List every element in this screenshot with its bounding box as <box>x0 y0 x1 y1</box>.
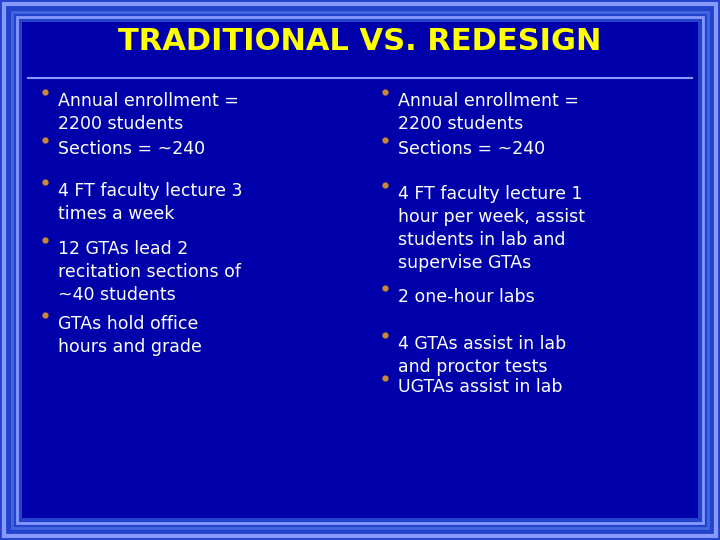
Text: Sections = ~240: Sections = ~240 <box>398 140 545 158</box>
Text: TRADITIONAL VS. REDESIGN: TRADITIONAL VS. REDESIGN <box>118 28 602 57</box>
Text: GTAs hold office
hours and grade: GTAs hold office hours and grade <box>58 315 202 356</box>
Text: Annual enrollment =
2200 students: Annual enrollment = 2200 students <box>398 92 579 133</box>
Text: 4 GTAs assist in lab
and proctor tests: 4 GTAs assist in lab and proctor tests <box>398 335 566 376</box>
Text: 4 FT faculty lecture 3
times a week: 4 FT faculty lecture 3 times a week <box>58 182 243 223</box>
Text: 4 FT faculty lecture 1
hour per week, assist
students in lab and
supervise GTAs: 4 FT faculty lecture 1 hour per week, as… <box>398 185 585 272</box>
Text: Annual enrollment =
2200 students: Annual enrollment = 2200 students <box>58 92 239 133</box>
Text: 2 one-hour labs: 2 one-hour labs <box>398 288 535 306</box>
Text: Sections = ~240: Sections = ~240 <box>58 140 205 158</box>
Text: UGTAs assist in lab: UGTAs assist in lab <box>398 378 562 396</box>
Text: 12 GTAs lead 2
recitation sections of
~40 students: 12 GTAs lead 2 recitation sections of ~4… <box>58 240 241 304</box>
